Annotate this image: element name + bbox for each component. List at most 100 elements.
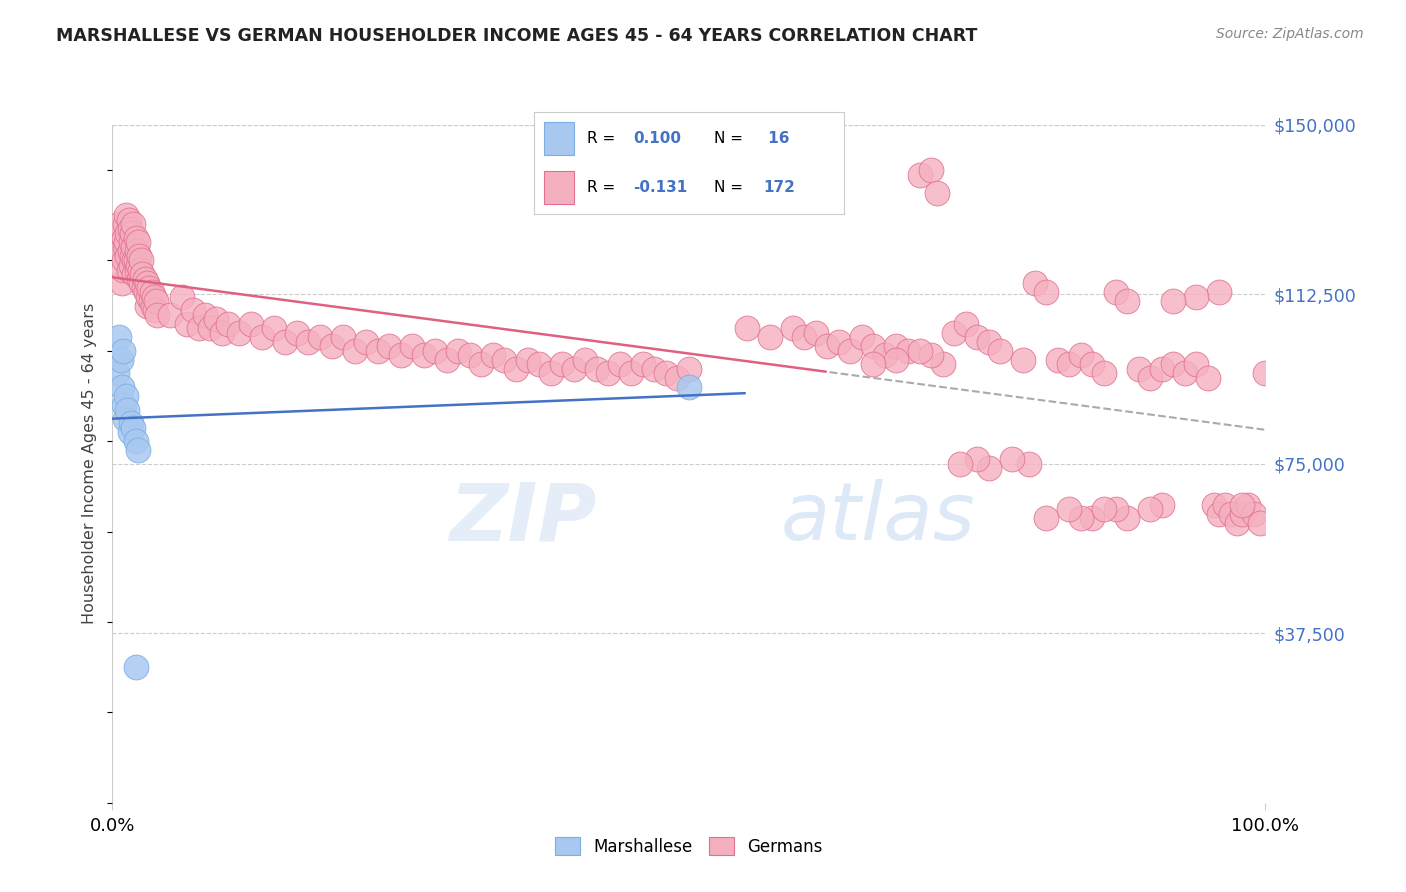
Point [1185, 358, 1208, 372]
Point [1161, 358, 1184, 372]
Point [118, 222, 141, 236]
Point [110, 244, 132, 259]
Point [332, 330, 354, 344]
Point [527, 358, 550, 372]
Point [105, 367, 128, 381]
Point [966, 330, 988, 344]
Point [125, 244, 148, 259]
Point [136, 276, 159, 290]
Point [1225, 516, 1247, 530]
Point [120, 235, 142, 250]
Point [678, 362, 700, 376]
Point [129, 253, 153, 268]
Point [115, 235, 138, 250]
Point [112, 253, 135, 268]
Point [1213, 498, 1236, 512]
Point [886, 339, 908, 353]
Point [1104, 285, 1126, 299]
Point [159, 308, 181, 322]
Point [389, 348, 412, 362]
Point [121, 249, 143, 263]
Point [125, 262, 148, 277]
Point [920, 163, 942, 178]
Point [925, 186, 948, 200]
Point [551, 358, 574, 372]
Point [194, 308, 217, 322]
Point [804, 326, 827, 340]
Point [1128, 362, 1150, 376]
Point [482, 348, 505, 362]
Point [458, 348, 481, 362]
Point [977, 461, 1000, 475]
Point [1243, 507, 1265, 521]
Point [124, 231, 146, 245]
Point [146, 308, 169, 322]
Point [110, 352, 132, 367]
Point [1035, 285, 1057, 299]
Point [142, 299, 165, 313]
Point [122, 217, 145, 231]
Point [143, 303, 166, 318]
Point [1161, 294, 1184, 309]
Point [1208, 285, 1230, 299]
Point [205, 312, 228, 326]
Text: Source: ZipAtlas.com: Source: ZipAtlas.com [1216, 27, 1364, 41]
Point [815, 339, 838, 353]
Point [1237, 498, 1260, 512]
Point [111, 262, 134, 277]
Point [181, 303, 204, 318]
Point [145, 294, 167, 309]
Point [1185, 290, 1208, 304]
Point [129, 276, 153, 290]
Point [117, 249, 139, 263]
Point [943, 326, 966, 340]
Point [1070, 511, 1092, 525]
Point [425, 343, 447, 358]
Text: 0.100: 0.100 [633, 130, 682, 145]
Point [920, 348, 942, 362]
Text: -0.131: -0.131 [633, 180, 688, 195]
Point [1001, 452, 1024, 467]
Point [1150, 498, 1173, 512]
Point [117, 227, 139, 241]
Point [139, 294, 162, 309]
Point [1116, 511, 1139, 525]
Point [1249, 516, 1271, 530]
Point [122, 420, 145, 434]
Point [862, 358, 884, 372]
Text: 16: 16 [763, 130, 790, 145]
Text: N =: N = [714, 130, 748, 145]
Point [1232, 507, 1254, 521]
Point [297, 334, 319, 349]
Point [1197, 371, 1219, 385]
Point [620, 367, 643, 381]
Point [1012, 352, 1035, 367]
Point [217, 317, 239, 331]
Text: N =: N = [714, 180, 748, 195]
Point [124, 660, 146, 674]
Point [505, 362, 527, 376]
Point [117, 212, 139, 227]
Point [135, 285, 157, 299]
Point [124, 253, 146, 268]
Point [1174, 367, 1197, 381]
Point [1059, 502, 1081, 516]
Point [239, 317, 262, 331]
Point [252, 330, 274, 344]
Point [516, 352, 538, 367]
Point [782, 321, 804, 335]
Point [412, 348, 434, 362]
Point [136, 299, 159, 313]
Point [1024, 276, 1046, 290]
Point [1059, 358, 1081, 372]
Point [124, 434, 146, 449]
Point [132, 280, 155, 294]
Point [131, 267, 153, 281]
Bar [544, 122, 575, 154]
Point [1232, 498, 1254, 512]
Point [873, 348, 896, 362]
Point [112, 231, 135, 245]
Point [949, 457, 972, 471]
Point [354, 334, 377, 349]
Point [839, 343, 862, 358]
